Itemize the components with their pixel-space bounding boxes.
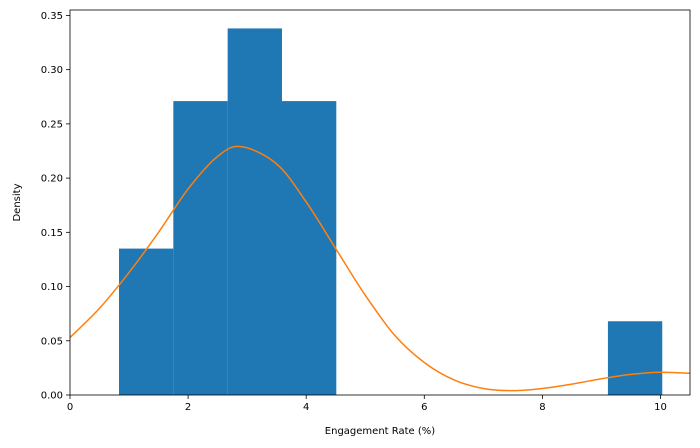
y-tick-label: 0.00: [41, 391, 63, 402]
histogram-bar: [119, 248, 174, 395]
x-tick-label: 0: [67, 402, 73, 413]
y-axis-label: Density: [12, 183, 23, 221]
y-tick-label: 0.30: [41, 65, 63, 76]
y-tick-label: 0.15: [41, 228, 63, 239]
y-tick-label: 0.05: [41, 336, 63, 347]
y-tick-label: 0.10: [41, 282, 63, 293]
y-tick-label: 0.25: [41, 119, 63, 130]
x-tick-label: 2: [185, 402, 191, 413]
x-axis-label: Engagement Rate (%): [325, 426, 435, 437]
histogram-bar: [607, 321, 663, 395]
x-tick-label: 4: [303, 402, 309, 413]
histogram-bars: [119, 28, 663, 396]
axes-frame: [69, 9, 691, 396]
histogram-bar: [281, 101, 337, 395]
histogram-bar: [173, 101, 228, 395]
x-tick-label: 8: [539, 402, 545, 413]
y-tick-label: 0.35: [41, 11, 63, 22]
y-axis-ticks: 0.00 0.05 0.10 0.15 0.20 0.25 0.30 0.35: [41, 11, 70, 402]
x-tick-label: 10: [654, 402, 667, 413]
y-tick-label: 0.20: [41, 174, 63, 185]
x-tick-label: 6: [421, 402, 427, 413]
x-axis-ticks: 0 2 4 6 8 10: [67, 395, 667, 413]
kde-line: [69, 145, 691, 392]
histogram-bar: [227, 28, 282, 396]
